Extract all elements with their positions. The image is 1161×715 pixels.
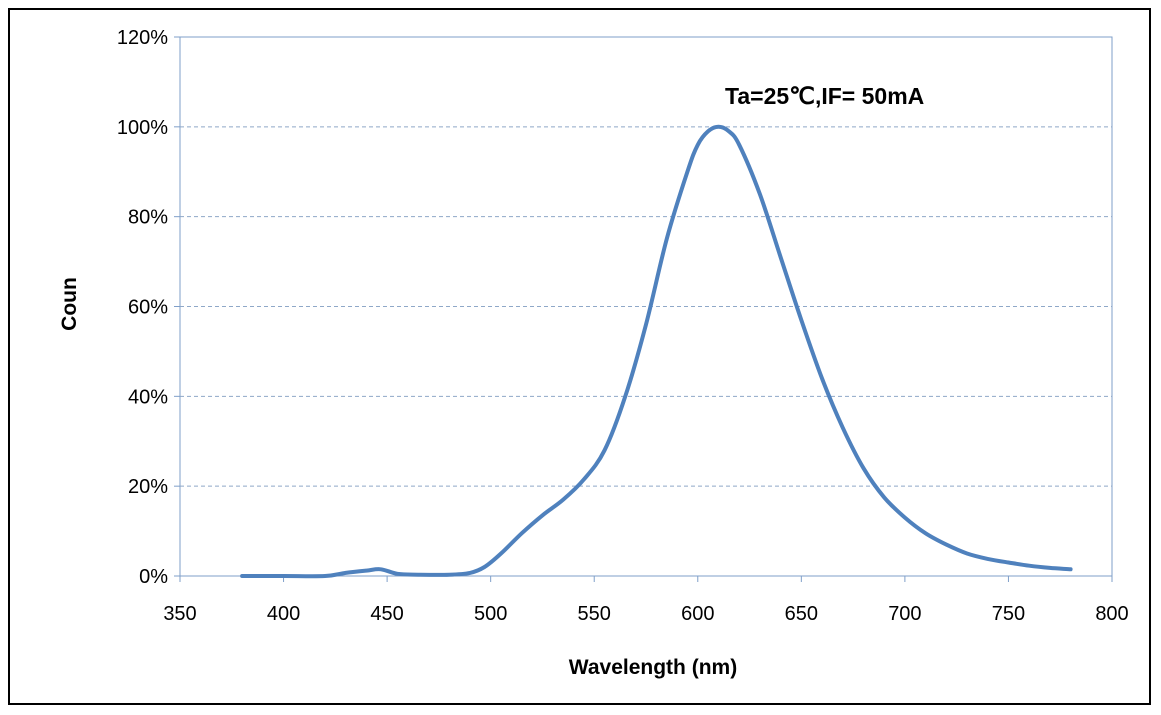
gridlines	[180, 126, 1112, 487]
x-tick-label: 800	[1095, 603, 1128, 625]
chart-annotation: Ta=25℃,IF= 50mA	[725, 83, 924, 109]
y-axis: 0% 20% 40% 60% 80% 100% 120%	[117, 27, 180, 588]
x-tick-label: 350	[163, 603, 196, 625]
x-tick-label: 500	[474, 603, 507, 625]
x-tick-label: 700	[888, 603, 921, 625]
y-tick-label: 120%	[117, 27, 168, 49]
x-tick-label: 400	[267, 603, 300, 625]
y-tick-label: 100%	[117, 117, 168, 139]
y-tick-label: 40%	[128, 386, 168, 408]
x-axis-title: Wavelength (nm)	[569, 656, 737, 679]
y-tick-label: 0%	[139, 566, 168, 588]
y-tick-label: 20%	[128, 476, 168, 498]
x-tick-label: 450	[370, 603, 403, 625]
x-tick-label: 750	[992, 603, 1025, 625]
x-axis: 350 400 450 500 550 600 650 700 750 800	[163, 576, 1129, 625]
x-tick-label: 650	[785, 603, 818, 625]
y-axis-title: Coun	[58, 277, 81, 331]
y-tick-label: 60%	[128, 297, 168, 319]
x-tick-label: 550	[578, 603, 611, 625]
y-tick-label: 80%	[128, 207, 168, 229]
x-tick-label: 600	[681, 603, 714, 625]
series-line	[240, 124, 1073, 579]
